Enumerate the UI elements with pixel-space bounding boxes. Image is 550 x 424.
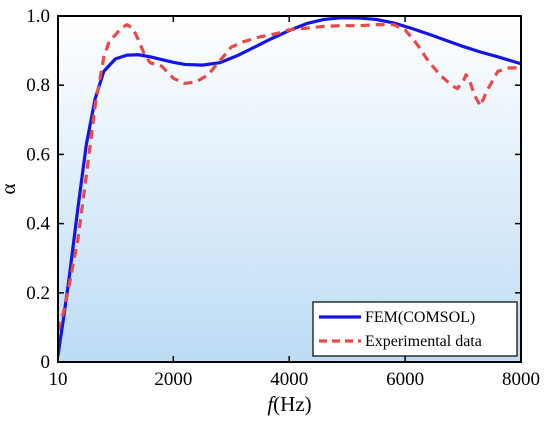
legend-label-fem: FEM(COMSOL) bbox=[365, 309, 475, 326]
x-axis-title: f(Hz) bbox=[267, 392, 311, 416]
legend: FEM(COMSOL) Experimental data bbox=[312, 301, 518, 357]
y-tick-label: 0.6 bbox=[26, 144, 50, 165]
y-axis-title: α bbox=[0, 183, 20, 194]
y-tick-label: 0 bbox=[41, 352, 51, 373]
legend-box bbox=[312, 301, 518, 357]
x-tick-label: 2000 bbox=[154, 369, 192, 390]
legend-label-experimental: Experimental data bbox=[365, 333, 482, 350]
plot-frame bbox=[57, 15, 522, 363]
y-tick-label: 1.0 bbox=[26, 6, 50, 27]
x-tick-label: 4000 bbox=[270, 369, 308, 390]
y-tick-label: 0.2 bbox=[26, 283, 50, 304]
x-tick-label: 10 bbox=[49, 369, 68, 390]
series-line-experimental bbox=[58, 23, 521, 332]
y-tick-label: 0.8 bbox=[26, 75, 50, 96]
series-layer bbox=[58, 16, 521, 357]
x-tick-label: 6000 bbox=[386, 369, 424, 390]
x-axis-title-italic: f bbox=[267, 392, 276, 416]
x-tick-label: 8000 bbox=[502, 369, 540, 390]
ticks-layer: 10 2000 4000 6000 8000 0 0.2 0.4 0.6 0.8 1.0 bbox=[26, 6, 540, 390]
x-axis-title-unit: (Hz) bbox=[273, 392, 311, 416]
y-tick-label: 0.4 bbox=[26, 214, 50, 235]
